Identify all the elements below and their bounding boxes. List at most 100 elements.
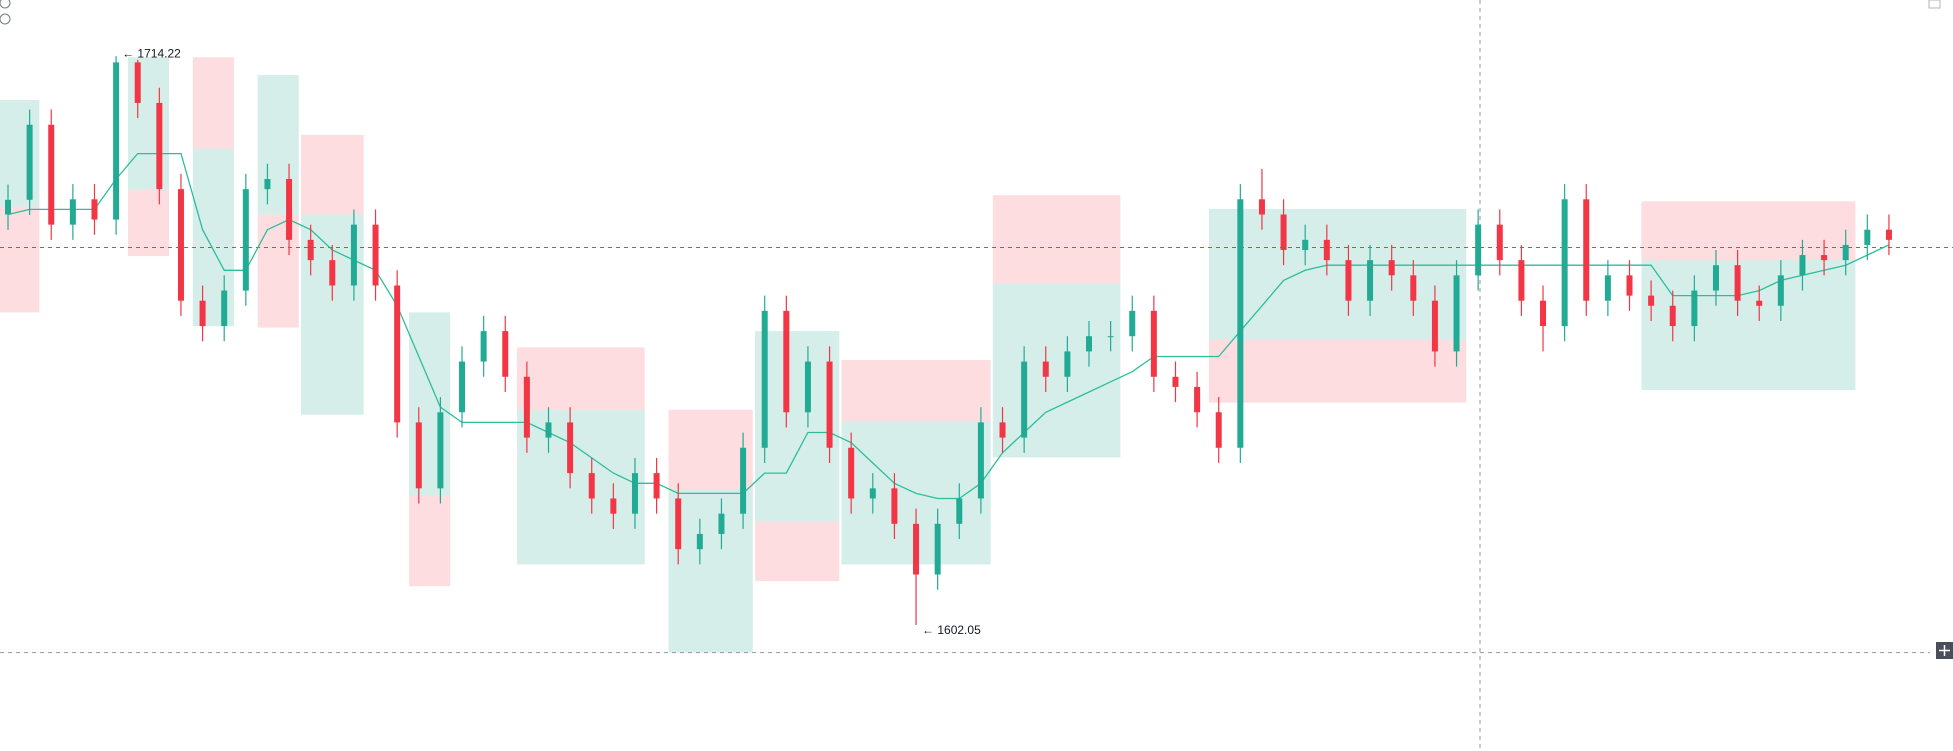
- candle-body: [1496, 224, 1503, 261]
- candle-body: [307, 239, 314, 261]
- position-stop-zone: [841, 360, 991, 422]
- candle-body: [1669, 305, 1676, 327]
- candle-body: [221, 290, 228, 327]
- position-stop-zone: [409, 495, 451, 587]
- price-annotation: ← 1714.22: [122, 46, 181, 60]
- position-target-zone: [668, 489, 753, 653]
- candle-body: [826, 361, 833, 448]
- position-stop-zone: [1208, 339, 1467, 403]
- position-stop-zone: [668, 409, 753, 490]
- candle-body: [1172, 376, 1179, 387]
- candle-body: [977, 422, 984, 499]
- position-stop-zone: [127, 190, 170, 257]
- candle-body: [675, 498, 682, 550]
- candle-body: [1648, 295, 1655, 306]
- candle-body: [1367, 260, 1374, 301]
- candle-body: [1129, 310, 1136, 337]
- candle-body: [1194, 386, 1201, 413]
- candle-body: [1626, 275, 1633, 296]
- candle-body: [459, 361, 466, 413]
- position-target-zone: [517, 409, 645, 565]
- candle-body: [394, 285, 401, 423]
- position-stop-zone: [192, 57, 234, 149]
- candle-body: [1842, 244, 1849, 261]
- candle-body: [696, 533, 703, 550]
- top-right-icon[interactable]: [1928, 0, 1941, 9]
- candle-body: [502, 331, 509, 377]
- position-stop-zone: [992, 195, 1121, 284]
- candle-body: [242, 189, 249, 291]
- candle-body: [761, 310, 768, 448]
- candle-body: [631, 473, 638, 514]
- position-stop-zone: [754, 521, 840, 582]
- candle-body: [610, 498, 617, 514]
- candle-body: [1885, 229, 1892, 240]
- candle-body: [329, 260, 336, 286]
- candle-body: [804, 361, 811, 413]
- candle-body: [1215, 412, 1222, 448]
- candle-body: [1777, 275, 1784, 306]
- candle-body: [1064, 351, 1071, 377]
- position-target-zone: [0, 99, 40, 207]
- position-target-zone: [409, 312, 451, 496]
- candle-body: [1583, 199, 1590, 301]
- candle-body: [199, 300, 206, 327]
- top-left-icons: [0, 0, 11, 25]
- moving-average-line: [7, 152, 1890, 500]
- candle-body: [999, 422, 1006, 438]
- candle-body: [718, 513, 725, 534]
- candle-body: [956, 498, 963, 524]
- candle-body: [1756, 300, 1763, 306]
- add-button[interactable]: [1936, 642, 1953, 659]
- candle-body: [1107, 336, 1114, 338]
- candle-body: [1475, 224, 1482, 276]
- candle-body: [113, 62, 120, 220]
- position-target-zone: [1208, 208, 1467, 340]
- candle-body: [286, 179, 293, 240]
- candle-body: [1691, 290, 1698, 327]
- position-stop-zone: [300, 134, 364, 215]
- candle-body: [869, 488, 876, 499]
- candle-body: [545, 422, 552, 438]
- candle-body: [1150, 310, 1157, 377]
- candle-body: [1323, 239, 1330, 261]
- candle-body: [1821, 255, 1828, 261]
- position-stop-zone: [1641, 201, 1856, 261]
- candle-body: [350, 224, 357, 286]
- candle-body: [588, 473, 595, 499]
- candle-body: [653, 473, 660, 499]
- candle-body: [1540, 300, 1547, 327]
- positions-layer: [0, 57, 1856, 653]
- candle-body: [69, 199, 76, 225]
- candle-body: [913, 523, 920, 575]
- candle-body: [934, 523, 941, 575]
- candle-body: [1388, 260, 1395, 276]
- candle-body: [1302, 239, 1309, 250]
- candle-body: [1086, 336, 1092, 352]
- candle-body: [1410, 275, 1417, 301]
- price-annotation: ← 1602.05: [922, 623, 981, 637]
- candle-body: [1021, 361, 1028, 438]
- candle-body: [1518, 260, 1525, 301]
- candle-body: [1258, 199, 1265, 215]
- candle-body: [1431, 300, 1438, 352]
- candle-body: [264, 179, 271, 190]
- candle-body: [1237, 199, 1244, 448]
- candle-body: [1280, 214, 1287, 250]
- position-stop-zone: [0, 206, 40, 313]
- candle-body: [480, 331, 487, 362]
- candle-body: [26, 124, 33, 200]
- candle-body: [1799, 255, 1806, 276]
- candle-body: [1734, 265, 1741, 301]
- candle-body: [848, 447, 855, 499]
- candle-body: [177, 189, 184, 301]
- position-target-zone: [257, 75, 299, 215]
- candle-body: [1604, 275, 1611, 301]
- candle-body: [415, 422, 422, 489]
- candle-body: [740, 447, 747, 514]
- position-target-zone: [127, 57, 170, 191]
- candle-body: [134, 62, 141, 103]
- candle-body: [91, 199, 98, 220]
